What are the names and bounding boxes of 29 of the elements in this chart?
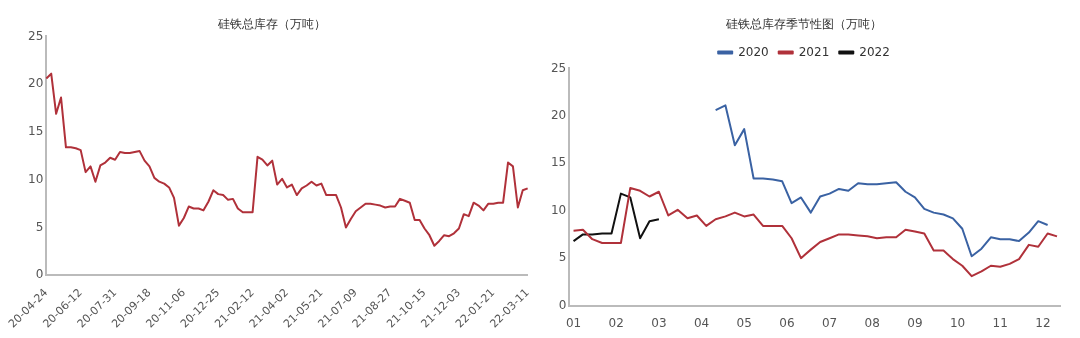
y-tick-label: 0 — [35, 267, 44, 282]
y-tick-label: 10 — [28, 171, 44, 186]
y-tick-label: 25 — [28, 28, 44, 43]
y-tick-label: 0 — [558, 297, 567, 312]
chart-title: 硅铁总库存（万吨） — [217, 17, 326, 32]
y-tick-label: 15 — [550, 155, 567, 170]
x-tick-label: 10 — [949, 315, 966, 330]
legend-label: 2022 — [859, 44, 890, 59]
x-tick-label: 05 — [736, 315, 752, 330]
x-tick-label: 12 — [1035, 315, 1051, 330]
legend-label: 2021 — [798, 44, 830, 59]
y-tick-label: 10 — [550, 202, 567, 217]
y-tick-label: 5 — [35, 219, 44, 234]
legend-label: 2020 — [738, 44, 769, 59]
x-tick-label: 02 — [608, 315, 624, 330]
y-tick-label: 5 — [558, 250, 567, 265]
x-tick-label: 11 — [992, 315, 1008, 330]
x-tick-label: 08 — [864, 315, 880, 330]
x-tick-label: 06 — [779, 315, 795, 330]
chart-title: 硅铁总库存季节性图（万吨） — [725, 17, 882, 32]
x-tick-label: 04 — [693, 315, 710, 330]
y-tick-label: 25 — [550, 60, 567, 75]
y-tick-label: 15 — [28, 124, 44, 139]
x-tick-label: 09 — [907, 315, 923, 330]
y-tick-label: 20 — [550, 107, 567, 122]
x-tick-label: 01 — [565, 315, 582, 330]
x-tick-label: 07 — [821, 315, 838, 330]
x-tick-label: 03 — [651, 315, 667, 330]
y-tick-label: 20 — [28, 76, 44, 91]
